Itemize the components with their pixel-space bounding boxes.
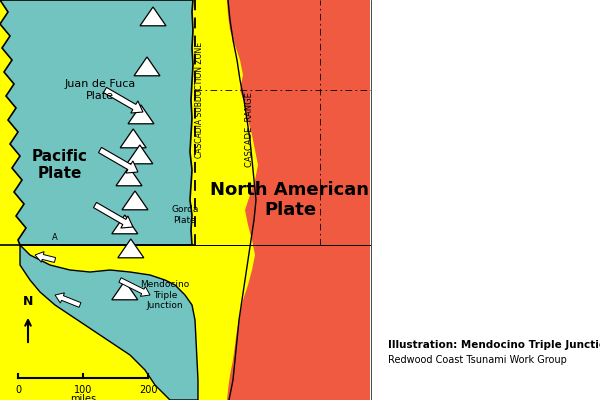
Bar <box>371 0 600 400</box>
Text: Pacific
Plate: Pacific Plate <box>32 149 88 181</box>
FancyArrow shape <box>94 202 133 228</box>
Polygon shape <box>122 191 148 210</box>
Text: CASCADIA SUBDUCTION ZONE: CASCADIA SUBDUCTION ZONE <box>196 42 205 158</box>
Polygon shape <box>120 129 146 148</box>
Text: Illustration: Mendocino Triple Junction: Illustration: Mendocino Triple Junction <box>388 340 600 350</box>
Polygon shape <box>116 167 142 186</box>
Polygon shape <box>127 145 153 164</box>
Polygon shape <box>20 245 198 400</box>
Text: Mendocino
Triple
Junction: Mendocino Triple Junction <box>140 280 190 310</box>
Polygon shape <box>134 57 160 76</box>
Text: 0: 0 <box>15 385 21 395</box>
Polygon shape <box>140 7 166 26</box>
Polygon shape <box>118 239 144 258</box>
FancyArrow shape <box>35 252 56 262</box>
Text: A: A <box>52 233 58 242</box>
Bar <box>0 0 370 400</box>
Text: 100: 100 <box>74 385 92 395</box>
FancyArrow shape <box>98 148 138 173</box>
Text: Gorda
Plate: Gorda Plate <box>172 205 199 225</box>
Polygon shape <box>227 0 370 400</box>
Polygon shape <box>0 0 193 245</box>
Text: A': A' <box>391 233 399 242</box>
FancyArrow shape <box>119 278 150 296</box>
Polygon shape <box>112 281 138 300</box>
FancyArrow shape <box>55 293 81 307</box>
Text: N: N <box>23 295 33 308</box>
Text: miles: miles <box>70 394 96 400</box>
FancyArrow shape <box>103 88 143 113</box>
Text: North American
Plate: North American Plate <box>211 181 370 219</box>
Text: Juan de Fuca
Plate: Juan de Fuca Plate <box>64 79 136 101</box>
Text: CASCADE  RANGE: CASCADE RANGE <box>245 92 254 168</box>
Text: 200: 200 <box>139 385 157 395</box>
Polygon shape <box>112 215 138 234</box>
Text: Redwood Coast Tsunami Work Group: Redwood Coast Tsunami Work Group <box>388 355 567 365</box>
Polygon shape <box>128 105 154 124</box>
